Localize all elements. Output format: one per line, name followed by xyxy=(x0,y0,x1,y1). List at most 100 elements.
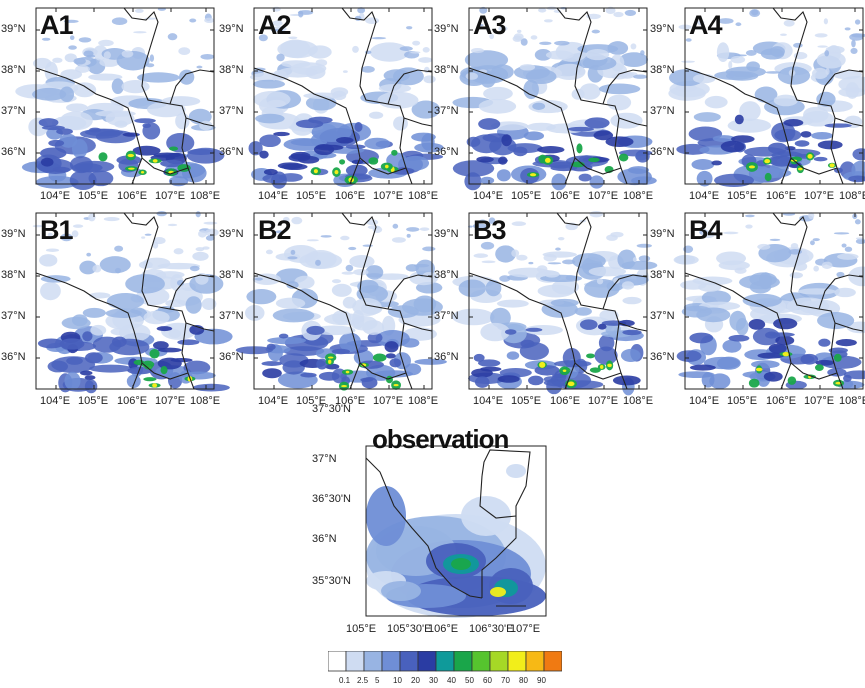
lat-tick-label: 38°N xyxy=(1,269,26,281)
map-a1 xyxy=(15,7,225,191)
colorbar xyxy=(327,650,563,673)
lat-tick-label: 36°N xyxy=(219,351,244,363)
lat-tick-label: 39°N xyxy=(434,23,459,35)
lon-tick-label: 104°E xyxy=(473,395,504,407)
lon-tick-label: 108°E xyxy=(623,395,654,407)
lon-tick-label: 104°E xyxy=(258,190,289,202)
lat-tick-label: 37°N xyxy=(434,310,459,322)
lon-tick-label: 108°E xyxy=(408,395,439,407)
colorbar-tick-label: 20 xyxy=(411,676,420,685)
colorbar-swatch xyxy=(543,650,563,672)
lat-tick-label: 39°N xyxy=(650,228,675,240)
lat-tick-label: 39°N xyxy=(1,23,26,35)
lon-tick-label: 107°E xyxy=(373,190,404,202)
lon-tick-label: 106°E xyxy=(117,395,148,407)
lat-tick-label: 38°N xyxy=(219,269,244,281)
province-boundaries xyxy=(684,7,864,185)
panel-label-b1: B1 xyxy=(40,215,74,245)
lat-tick-label: 37°N xyxy=(1,105,26,117)
observation-panel: observation xyxy=(365,424,547,618)
colorbar-tick-label: 10 xyxy=(393,676,402,685)
map-b1 xyxy=(32,210,233,394)
rain-field xyxy=(452,210,658,396)
colorbar-swatch xyxy=(363,650,383,672)
colorbar-tick-label: 2.5 xyxy=(357,676,369,685)
panel-label-b4: B4 xyxy=(689,215,723,245)
lon-tick-label: 106°E xyxy=(550,190,581,202)
lat-tick-label: 39°N xyxy=(219,228,244,240)
colorbar-swatch xyxy=(399,650,419,672)
lon-tick-label: 105°E xyxy=(78,395,109,407)
lat-tick-label: 38°N xyxy=(650,64,675,76)
panel-label-a4: A4 xyxy=(689,10,723,40)
lon-tick-label: 105°E xyxy=(78,190,109,202)
colorbar-tick-label: 80 xyxy=(519,676,528,685)
map-b4 xyxy=(673,212,865,390)
lat-tick-label: 36°N xyxy=(434,351,459,363)
rain-field xyxy=(673,212,865,390)
map-a4 xyxy=(668,7,865,187)
lon-tick-label: 108°E xyxy=(190,190,221,202)
observation-lat-tick: 36°30'N xyxy=(312,493,351,505)
lon-tick-label: 108°E xyxy=(623,190,654,202)
lon-tick-label: 104°E xyxy=(689,190,720,202)
lat-tick-label: 38°N xyxy=(1,64,26,76)
map-panel-b4: B4 xyxy=(673,212,865,390)
province-boundaries xyxy=(468,212,648,390)
colorbar-swatch xyxy=(507,650,527,672)
observation-boundaries xyxy=(365,449,531,607)
lat-tick-label: 38°N xyxy=(219,64,244,76)
colorbar-swatch xyxy=(345,650,365,672)
lat-tick-label: 38°N xyxy=(650,269,675,281)
colorbar-swatches xyxy=(327,650,563,672)
lat-tick-label: 36°N xyxy=(434,146,459,158)
observation-lat-tick: 37°30'N xyxy=(312,403,351,415)
map-panel-a2: A2 xyxy=(248,6,444,189)
observation-lon-tick: 106°30'E xyxy=(469,623,514,635)
observation-lon-tick: 106°E xyxy=(428,623,459,635)
map-panel-a1: A1 xyxy=(15,7,225,191)
lon-tick-label: 107°E xyxy=(588,395,619,407)
panel-label-b3: B3 xyxy=(473,215,507,245)
lat-tick-label: 37°N xyxy=(1,310,26,322)
map-b3 xyxy=(452,210,658,396)
lat-tick-label: 39°N xyxy=(1,228,26,240)
colorbar-swatch xyxy=(453,650,473,672)
lon-tick-label: 104°E xyxy=(40,395,71,407)
lat-tick-label: 37°N xyxy=(650,105,675,117)
lat-tick-label: 38°N xyxy=(434,64,459,76)
lon-tick-label: 105°E xyxy=(511,395,542,407)
colorbar-tick-label: 50 xyxy=(465,676,474,685)
lon-tick-label: 104°E xyxy=(258,395,289,407)
map-a2 xyxy=(248,6,444,189)
lat-tick-label: 36°N xyxy=(1,351,26,363)
province-boundaries xyxy=(253,212,433,390)
lon-tick-label: 105°E xyxy=(296,190,327,202)
lat-tick-label: 38°N xyxy=(434,269,459,281)
lon-tick-label: 108°E xyxy=(408,190,439,202)
lon-tick-label: 108°E xyxy=(839,190,865,202)
map-panel-b2: B2 xyxy=(235,212,447,391)
map-panel-b1: B1 xyxy=(32,210,233,394)
observation-map xyxy=(365,445,547,618)
province-boundaries xyxy=(253,7,433,185)
lon-tick-label: 106°E xyxy=(117,190,148,202)
lon-tick-label: 107°E xyxy=(373,395,404,407)
lon-tick-label: 105°E xyxy=(727,395,758,407)
lat-tick-label: 37°N xyxy=(219,310,244,322)
lon-tick-label: 106°E xyxy=(335,190,366,202)
rain-field xyxy=(32,210,233,394)
lon-tick-label: 105°E xyxy=(296,395,327,407)
rain-field xyxy=(235,216,447,391)
panel-label-a2: A2 xyxy=(258,10,292,40)
colorbar-tick-label: 70 xyxy=(501,676,510,685)
observation-lat-tick: 35°30'N xyxy=(312,575,351,587)
lon-tick-label: 107°E xyxy=(155,395,186,407)
colorbar-tick-label: 30 xyxy=(429,676,438,685)
colorbar-tick-label: 60 xyxy=(483,676,492,685)
lat-tick-label: 36°N xyxy=(219,146,244,158)
panel-label-b2: B2 xyxy=(258,215,292,245)
lat-tick-label: 39°N xyxy=(434,228,459,240)
lon-tick-label: 104°E xyxy=(689,395,720,407)
lon-tick-label: 106°E xyxy=(766,190,797,202)
